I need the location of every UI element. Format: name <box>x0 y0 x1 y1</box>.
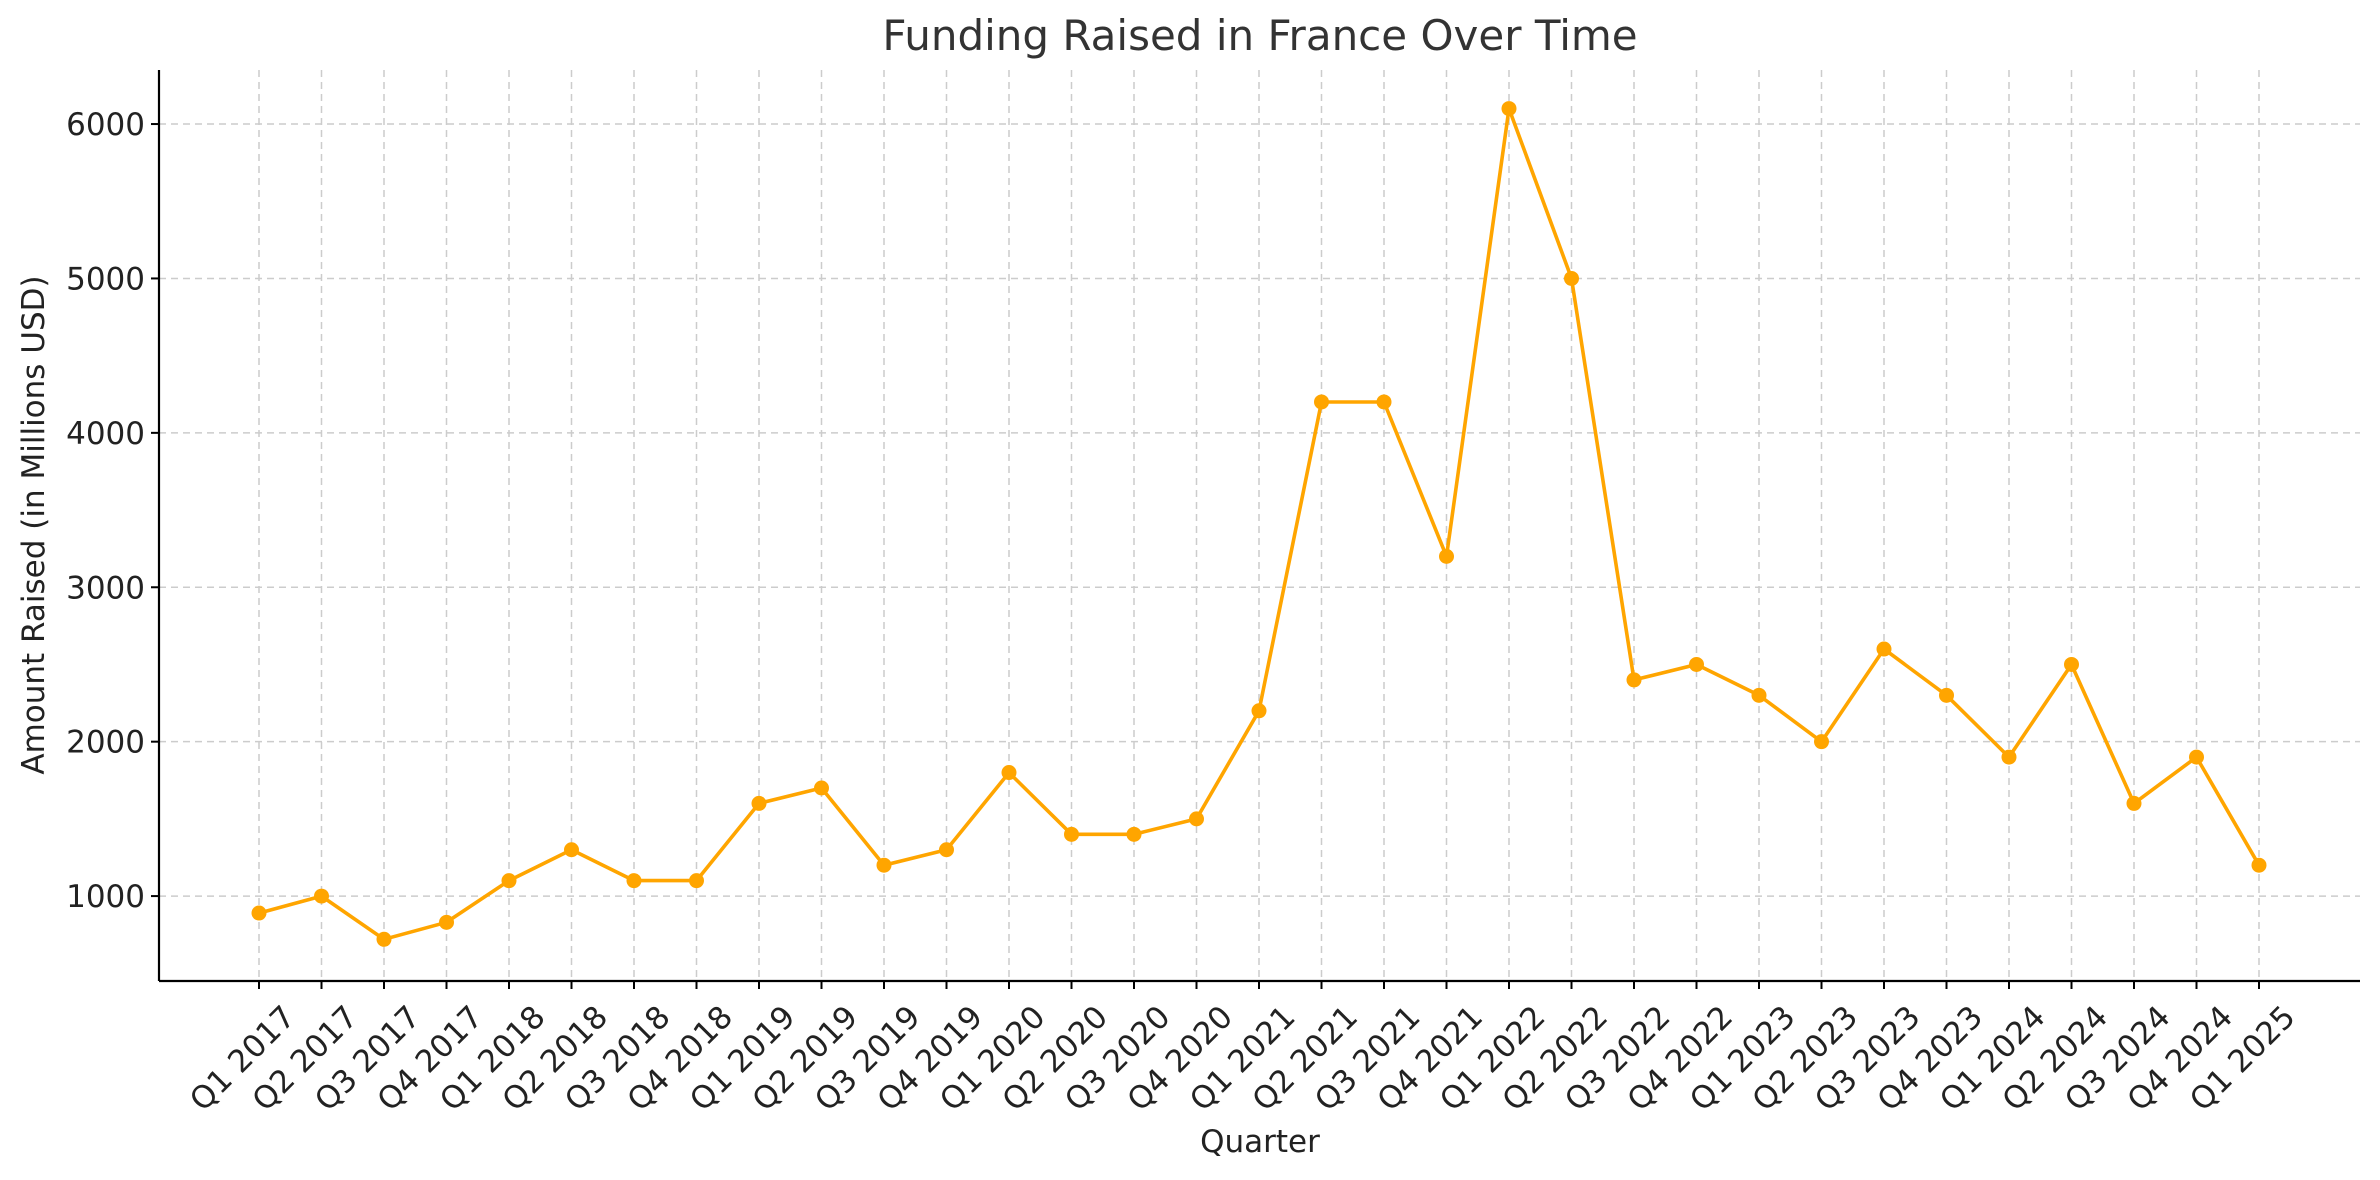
y-tick-label: 6000 <box>66 107 145 143</box>
data-point <box>1376 394 1392 410</box>
data-point <box>1564 270 1579 286</box>
data-point <box>251 905 267 921</box>
data-point <box>376 931 392 947</box>
data-point <box>2251 857 2267 873</box>
y-axis-label: Amount Raised (in Millions USD) <box>16 275 52 774</box>
data-point <box>876 857 892 873</box>
data-point <box>1939 687 1954 703</box>
data-point <box>2001 749 2017 765</box>
data-point <box>564 842 579 858</box>
data-point <box>751 795 767 811</box>
data-point <box>1189 811 1204 827</box>
chart-title: Funding Raised in France Over Time <box>882 11 1637 60</box>
y-tick-label: 5000 <box>66 261 145 297</box>
y-tick-label: 2000 <box>66 725 145 761</box>
data-point <box>1251 703 1267 719</box>
data-point <box>1626 672 1642 688</box>
data-point <box>1064 826 1079 842</box>
data-point <box>1751 687 1767 703</box>
data-point <box>1876 641 1892 657</box>
data-point <box>1314 394 1329 410</box>
data-point <box>1439 548 1454 564</box>
data-point <box>2064 656 2079 672</box>
data-point <box>689 873 704 889</box>
series <box>251 101 2267 947</box>
y-tick-label: 3000 <box>66 570 145 606</box>
data-point <box>2126 795 2142 811</box>
data-point <box>314 888 329 904</box>
data-point <box>626 873 642 889</box>
y-tick-label: 4000 <box>66 416 145 452</box>
data-point <box>1126 826 1142 842</box>
data-point <box>1689 656 1704 672</box>
data-point <box>814 780 829 796</box>
data-point <box>2189 749 2204 765</box>
data-point <box>939 842 954 858</box>
data-point <box>439 914 454 930</box>
data-point <box>1501 101 1517 117</box>
x-axis-label: Quarter <box>1200 1124 1320 1160</box>
data-point <box>501 873 517 889</box>
data-point <box>1814 734 1829 750</box>
y-tick-label: 1000 <box>66 879 145 915</box>
grid <box>159 70 2360 981</box>
data-point <box>1001 765 1017 781</box>
